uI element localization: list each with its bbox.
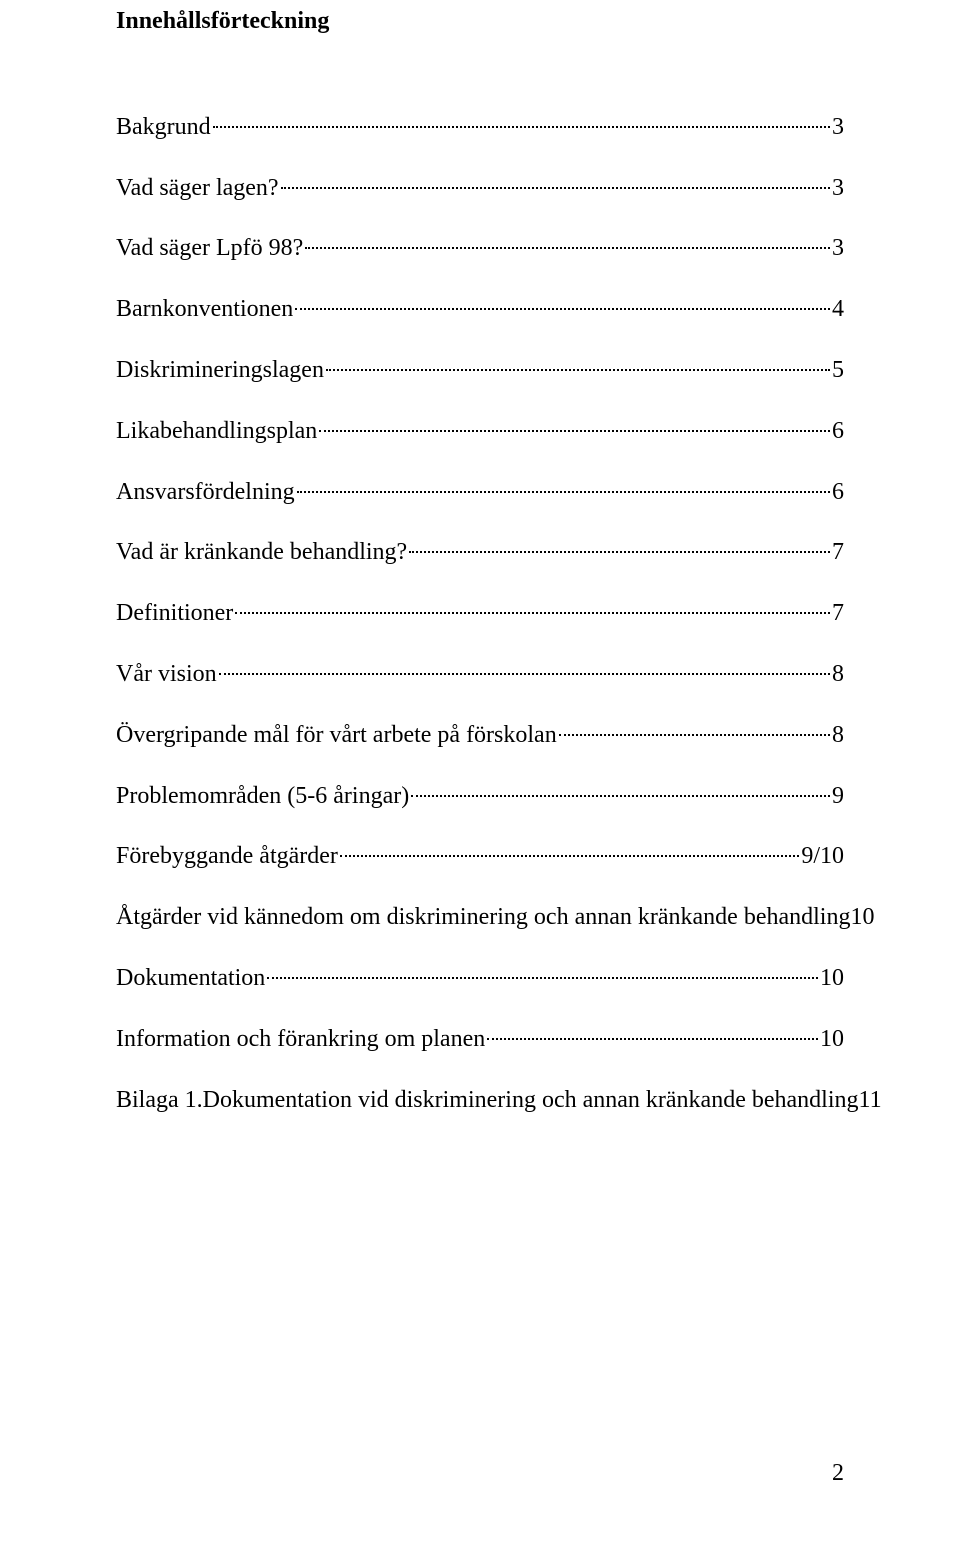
page-number: 2	[832, 1460, 844, 1487]
toc-label: Problemområden (5-6 åringar)	[116, 783, 409, 810]
toc-entry: Övergripande mål för vårt arbete på förs…	[116, 713, 844, 749]
toc-page: 8	[832, 661, 844, 688]
toc-leader	[303, 227, 832, 256]
toc-page: 4	[832, 296, 844, 323]
toc-entry: Vad är kränkande behandling? 7	[116, 531, 844, 567]
toc-entry: Vad säger Lpfö 98? 3	[116, 227, 844, 263]
toc-label: Övergripande mål för vårt arbete på förs…	[116, 722, 557, 749]
toc-leader	[409, 774, 832, 803]
toc-label: Ansvarsfördelning	[116, 479, 295, 506]
toc-entry: Diskrimineringslagen 5	[116, 348, 844, 384]
toc-label: Vår vision	[116, 661, 217, 688]
toc-label: Åtgärder vid kännedom om diskriminering …	[116, 904, 850, 931]
toc-page: 10	[820, 965, 844, 992]
toc-entry: Bilaga 1.Dokumentation vid diskriminerin…	[116, 1078, 844, 1114]
toc-entry: Vår vision 8	[116, 652, 844, 688]
toc-leader	[295, 470, 832, 499]
page-title: Innehållsförteckning	[116, 8, 844, 35]
toc-label: Barnkonventionen	[116, 296, 293, 323]
toc-label: Definitioner	[116, 600, 233, 627]
toc-entry: Vad säger lagen? 3	[116, 166, 844, 202]
toc-label: Bakgrund	[116, 114, 211, 141]
toc-label: Information och förankring om planen	[116, 1026, 485, 1053]
toc-label: Vad säger Lpfö 98?	[116, 235, 303, 262]
toc-entry: Ansvarsfördelning 6	[116, 470, 844, 506]
toc-label: Diskrimineringslagen	[116, 357, 324, 384]
toc-entry: Likabehandlingsplan 6	[116, 409, 844, 445]
toc-entry: Förebyggande åtgärder 9/10	[116, 835, 844, 871]
toc-entry: Information och förankring om planen 10	[116, 1017, 844, 1053]
toc-page: 11	[859, 1087, 882, 1114]
toc-entry: Dokumentation 10	[116, 956, 844, 992]
toc-entry: Definitioner 7	[116, 591, 844, 627]
toc-label: Vad säger lagen?	[116, 175, 279, 202]
toc-page: 8	[832, 722, 844, 749]
toc-label: Förebyggande åtgärder	[116, 843, 338, 870]
toc-page: 3	[832, 235, 844, 262]
toc-entry: Barnkonventionen 4	[116, 287, 844, 323]
toc-page: 7	[832, 539, 844, 566]
toc-label: Likabehandlingsplan	[116, 418, 317, 445]
toc-leader	[293, 287, 832, 316]
toc-page: 3	[832, 114, 844, 141]
toc-label: Vad är kränkande behandling?	[116, 539, 407, 566]
toc-leader	[338, 835, 801, 864]
toc-leader	[217, 652, 832, 681]
document-page: Innehållsförteckning Bakgrund 3 Vad säge…	[0, 0, 960, 1543]
toc-page: 3	[832, 175, 844, 202]
toc-page: 10	[820, 1026, 844, 1053]
toc-entry: Åtgärder vid kännedom om diskriminering …	[116, 895, 844, 931]
toc-leader	[233, 591, 832, 620]
toc-leader	[407, 531, 832, 560]
toc-leader	[324, 348, 832, 377]
toc-page: 5	[832, 357, 844, 384]
toc-entry: Bakgrund 3	[116, 105, 844, 141]
toc-leader	[211, 105, 832, 134]
toc-leader	[265, 956, 820, 985]
toc-leader	[485, 1017, 820, 1046]
toc-leader	[317, 409, 832, 438]
toc-page: 7	[832, 600, 844, 627]
toc-label: Bilaga 1.Dokumentation vid diskriminerin…	[116, 1087, 859, 1114]
toc-page: 9	[832, 783, 844, 810]
toc-page: 9/10	[801, 843, 844, 870]
toc-page: 6	[832, 418, 844, 445]
toc-page: 10	[850, 904, 874, 931]
toc-entry: Problemområden (5-6 åringar) 9	[116, 774, 844, 810]
toc-leader	[279, 166, 832, 195]
toc-leader	[557, 713, 832, 742]
toc-page: 6	[832, 479, 844, 506]
toc-label: Dokumentation	[116, 965, 265, 992]
